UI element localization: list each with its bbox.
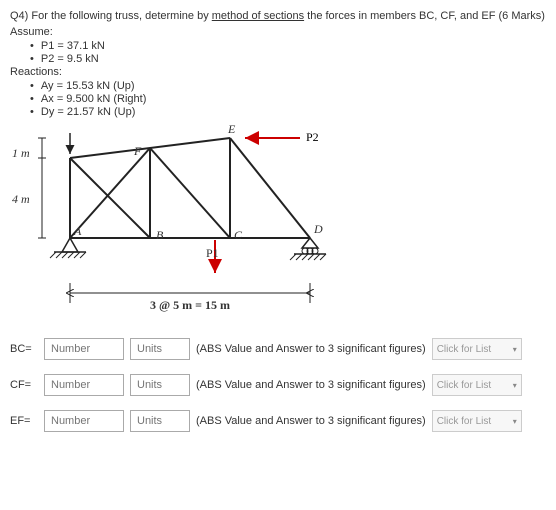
answers-section: BC= (ABS Value and Answer to 3 significa… [10, 338, 546, 432]
input-ef-number[interactable] [44, 410, 124, 432]
node-d: D [314, 222, 323, 237]
reactions-list: Ay = 15.53 kN (Up) Ax = 9.500 kN (Right)… [30, 80, 546, 118]
answer-row-bc: BC= (ABS Value and Answer to 3 significa… [10, 338, 546, 360]
reaction-ax: Ax = 9.500 kN (Right) [30, 93, 546, 105]
truss-diagram: 1 m 4 m A B C D E F P1 P2 3 @ 5 m = 15 m [10, 128, 370, 318]
q-suffix: the forces in members BC, CF, and EF (6 … [304, 10, 545, 22]
caret-icon: ▾ [513, 417, 517, 426]
answer-row-cf: CF= (ABS Value and Answer to 3 significa… [10, 374, 546, 396]
dropdown-cf-label: Click for List [437, 380, 491, 391]
input-ef-units[interactable] [130, 410, 190, 432]
load-p1-label: P1 [206, 246, 219, 261]
label-bc: BC= [10, 343, 38, 355]
dropdown-ef-label: Click for List [437, 416, 491, 427]
label-cf: CF= [10, 379, 38, 391]
reaction-ay: Ay = 15.53 kN (Up) [30, 80, 546, 92]
question-text: Q4) For the following truss, determine b… [10, 10, 546, 22]
input-bc-number[interactable] [44, 338, 124, 360]
reaction-dy: Dy = 21.57 kN (Up) [30, 106, 546, 118]
input-cf-units[interactable] [130, 374, 190, 396]
reactions-label: Reactions: [10, 66, 546, 78]
loads-list: P1 = 37.1 kN P2 = 9.5 kN [30, 40, 546, 65]
dim-4m: 4 m [12, 192, 30, 207]
node-c: C [234, 228, 242, 243]
dropdown-ef[interactable]: Click for List ▾ [432, 410, 522, 432]
note-cf: (ABS Value and Answer to 3 significant f… [196, 379, 426, 391]
dim-1m: 1 m [12, 146, 30, 161]
node-f: F [134, 144, 141, 159]
load-p1: P1 = 37.1 kN [30, 40, 546, 52]
q-method: method of sections [212, 10, 304, 22]
dropdown-bc-label: Click for List [437, 344, 491, 355]
label-ef: EF= [10, 415, 38, 427]
node-a: A [74, 224, 81, 239]
input-bc-units[interactable] [130, 338, 190, 360]
dropdown-cf[interactable]: Click for List ▾ [432, 374, 522, 396]
note-ef: (ABS Value and Answer to 3 significant f… [196, 415, 426, 427]
assume-label: Assume: [10, 26, 546, 38]
load-p2-label: P2 [306, 130, 319, 145]
note-bc: (ABS Value and Answer to 3 significant f… [196, 343, 426, 355]
load-p2: P2 = 9.5 kN [30, 53, 546, 65]
q-prefix: Q4) For the following truss, determine b… [10, 10, 212, 22]
node-b: B [156, 228, 163, 243]
caret-icon: ▾ [513, 345, 517, 354]
bottom-dim: 3 @ 5 m = 15 m [150, 298, 230, 313]
input-cf-number[interactable] [44, 374, 124, 396]
caret-icon: ▾ [513, 381, 517, 390]
answer-row-ef: EF= (ABS Value and Answer to 3 significa… [10, 410, 546, 432]
dropdown-bc[interactable]: Click for List ▾ [432, 338, 522, 360]
node-e: E [228, 122, 235, 137]
